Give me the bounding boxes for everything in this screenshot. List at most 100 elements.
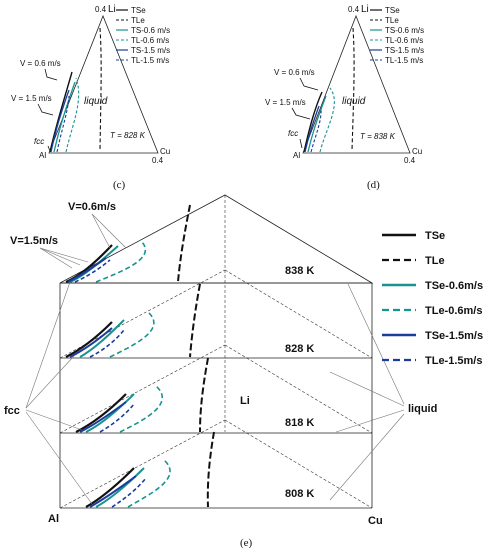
panel-c-cu-tick: 0.4 [152, 156, 164, 165]
panel-d-legend-item: TSe [385, 6, 400, 15]
panel-c-v15-leader [37, 103, 54, 116]
panel-e: 838 K 828 K 818 K 808 K Li Al Cu V=1.5m/… [4, 194, 483, 549]
panel-e-hidden-edge [224, 419, 373, 509]
panel-d-v15-label: V = 1.5 m/s [265, 98, 306, 107]
panel-d-tl15 [310, 107, 322, 153]
panel-e-cu-label: Cu [368, 515, 383, 527]
panel-e-liquid-leader [335, 409, 405, 433]
panel-e-legend-item: TLe-0.6m/s [425, 305, 482, 317]
panel-d-cu-tick: 0.4 [404, 156, 416, 165]
panel-e-hidden-edge [59, 344, 226, 434]
panel-c-ts06 [53, 81, 76, 153]
panel-e-legend-item: TSe-0.6m/s [425, 280, 483, 292]
panel-d-li-tick: 0.4 [348, 5, 360, 14]
panel-d-legend-item: TL-0.6 m/s [385, 36, 423, 45]
panel-e-legend-item: TSe-1.5m/s [425, 330, 483, 342]
panel-c-cu-label: Cu [160, 147, 170, 156]
panel-c-tl15 [56, 95, 70, 153]
panel-e-fcc-leader [25, 281, 71, 409]
panel-e-v06-leader [91, 213, 127, 249]
panel-e-v15-label: V=1.5m/s [10, 235, 58, 247]
panel-e-hidden-edge [224, 269, 373, 359]
panel-e-legend-item: TLe [425, 255, 445, 267]
panel-e-li-label: Li [240, 395, 250, 407]
panel-d-temperature: T = 838 K [360, 132, 396, 141]
panel-d-tl06 [319, 87, 335, 153]
panel-c-temperature: T = 828 K [110, 131, 146, 140]
panel-d-v06-label: V = 0.6 m/s [274, 68, 315, 77]
panel-e-liquid-label: liquid [408, 403, 437, 415]
panel-e-temperature: 828 K [285, 343, 314, 355]
panel-d-al-label: Al [293, 151, 300, 160]
panel-c-fcc-label: fcc [34, 137, 44, 146]
panel-e-caption: (e) [240, 537, 253, 549]
panel-c-legend: TSe TLe TS-0.6 m/s TL-0.6 m/s TS-1.5 m/s… [116, 6, 170, 65]
panel-c-legend-item: TSe [131, 6, 146, 15]
panel-d: 0.4 Li 0.4 Cu Al liquid T = 838 K fcc V … [265, 4, 424, 191]
panel-e-v06-label: V=0.6m/s [68, 201, 116, 213]
panel-e-legend-item: TSe [425, 230, 445, 242]
panel-d-cu-label: Cu [412, 147, 422, 156]
panel-c-legend-item: TLe [131, 16, 145, 25]
panel-e-legend: TSe TLe TSe-0.6m/s TLe-0.6m/s TSe-1.5m/s… [382, 230, 483, 367]
panel-c-legend-item: TL-1.5 m/s [131, 56, 169, 65]
panel-c-legend-item: TL-0.6 m/s [131, 36, 169, 45]
panel-c-liquid-label: liquid [84, 96, 108, 107]
panel-d-legend: TSe TLe TS-0.6 m/s TL-0.6 m/s TS-1.5 m/s… [370, 6, 424, 65]
panel-c-v15-label: V = 1.5 m/s [11, 94, 52, 103]
panel-e-temperature: 818 K [285, 417, 314, 429]
panel-c-tse [49, 71, 73, 153]
panel-c-legend-item: TS-1.5 m/s [131, 46, 170, 55]
panel-d-tle [351, 27, 355, 151]
panel-e-layer-838 [65, 204, 191, 284]
panel-d-ts06 [307, 95, 327, 153]
panel-e-fcc-leader [25, 411, 93, 505]
panel-c-fcc-leader [47, 145, 51, 152]
panel-e-v06-leader [91, 213, 111, 249]
panel-e-temperature: 838 K [285, 265, 314, 277]
panel-e-temperature: 808 K [285, 488, 314, 500]
panel-e-fcc-label: fcc [4, 405, 20, 417]
panel-d-legend-item: TS-1.5 m/s [385, 46, 424, 55]
panel-c: 0.4 Li 0.4 Cu Al liquid T = 828 K fcc V … [11, 4, 170, 191]
panel-c-legend-item: TS-0.6 m/s [131, 26, 170, 35]
panel-e-layer-808 [85, 431, 215, 508]
panel-d-ts15 [304, 105, 320, 153]
panel-e-v15-leader [39, 247, 81, 266]
panel-c-triangle [48, 14, 159, 154]
panel-e-layer-828 [65, 283, 201, 358]
panel-e-al-label: Al [48, 513, 59, 525]
panel-d-fcc-leader [299, 138, 303, 149]
panel-e-liquid-leader [347, 283, 405, 405]
panel-c-v06-label: V = 0.6 m/s [20, 59, 61, 68]
panel-c-v06-leader [44, 68, 58, 81]
panel-d-caption: (d) [367, 179, 380, 191]
panel-d-legend-item: TL-1.5 m/s [385, 56, 423, 65]
panel-c-li-tick: 0.4 [95, 5, 107, 14]
panel-d-fcc-label: fcc [288, 129, 298, 138]
panel-d-v15-leader [291, 107, 311, 120]
panel-e-hidden-edge [59, 419, 226, 509]
panel-e-hidden-edge [224, 344, 373, 434]
panel-e-layer-818 [75, 357, 209, 433]
panel-c-al-label: Al [39, 151, 46, 160]
panel-d-legend-item: TS-0.6 m/s [385, 26, 424, 35]
panel-e-v15-leader [39, 247, 73, 269]
panel-c-tl06 [65, 77, 80, 153]
panel-e-fcc-leader [25, 409, 83, 431]
panel-c-li-label: Li [108, 4, 116, 15]
panel-e-legend-item: TLe-1.5m/s [425, 355, 482, 367]
panel-d-tse [303, 91, 323, 153]
panel-d-v06-leader [299, 77, 319, 91]
panel-c-tle [99, 27, 102, 151]
panel-e-liquid-leader [329, 413, 405, 501]
panel-d-triangle [302, 14, 411, 154]
panel-e-fcc-leader [25, 355, 75, 409]
panel-d-li-label: Li [361, 4, 369, 15]
panel-d-legend-item: TLe [385, 16, 399, 25]
panel-c-caption: (c) [113, 179, 126, 191]
panel-e-v15-leader [39, 247, 89, 263]
panel-e-liquid-leader [329, 371, 405, 407]
panel-c-ts15 [50, 89, 70, 153]
